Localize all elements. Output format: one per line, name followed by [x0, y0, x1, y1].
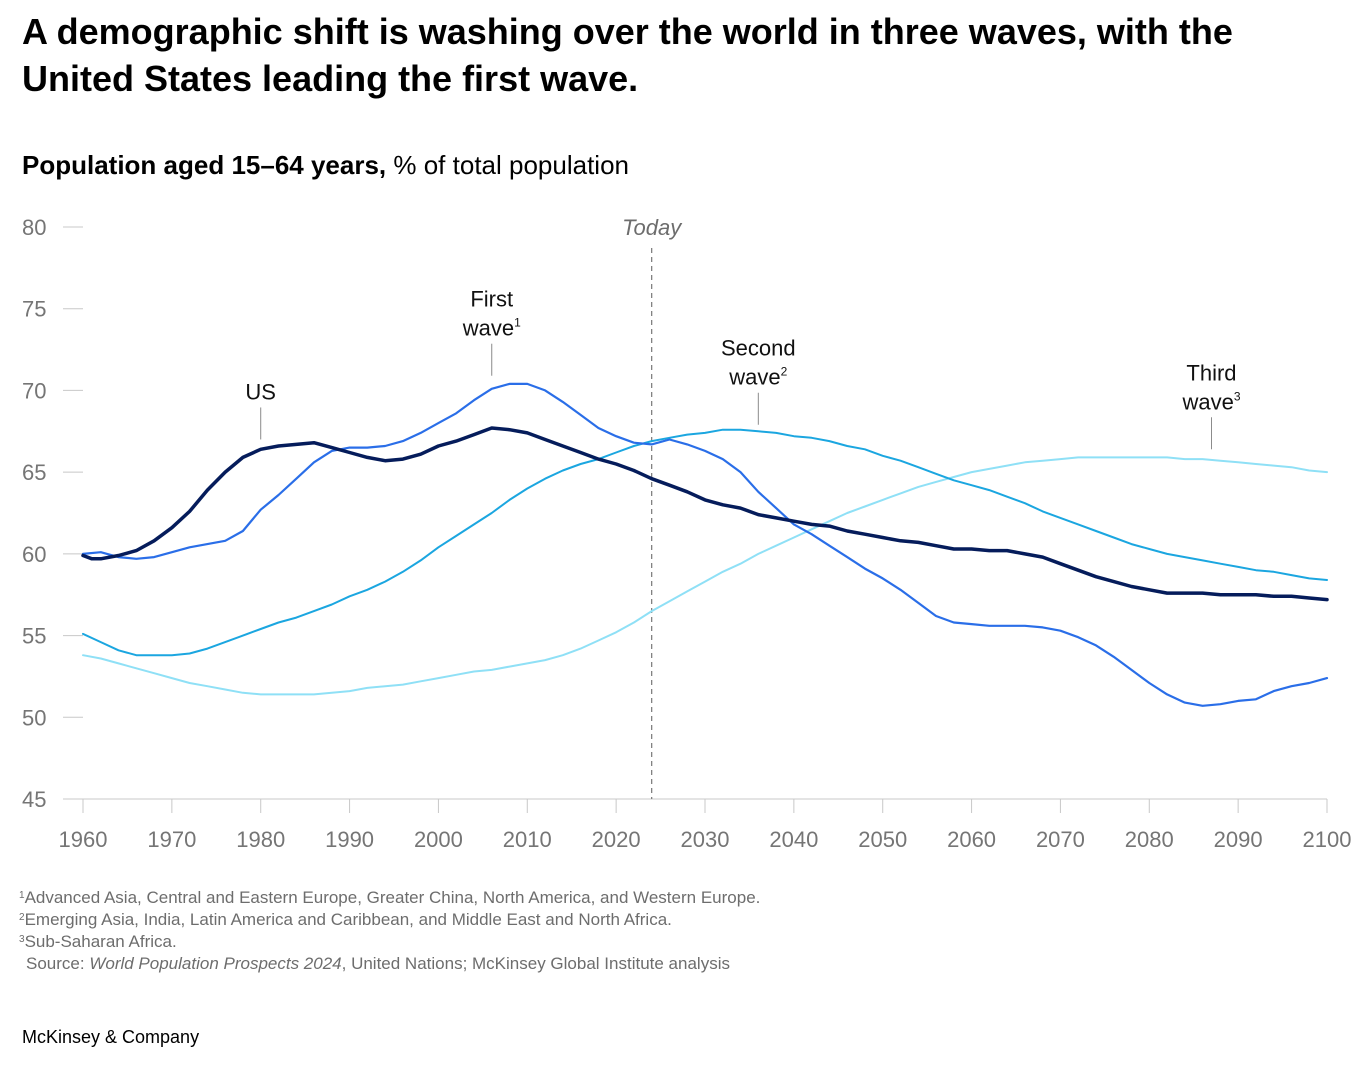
line-chart: 45 50 55 60 65 70 75 80 1960 1970 1980 1990 2000 2010…: [22, 215, 1351, 852]
x-tick-label: 2080: [1125, 827, 1174, 852]
annotation-label-second-wave: wave2: [728, 365, 787, 390]
source-note: Source: World Population Prospects 2024,…: [26, 954, 730, 973]
chart-series: [81, 382, 1329, 707]
y-tick-label: 75: [22, 297, 46, 322]
y-tick-label: 60: [22, 542, 46, 567]
x-tick-label: 2100: [1303, 827, 1352, 852]
chart-annotations: US First wave1 Second wave2 Third wave3: [245, 287, 1241, 450]
x-tick-label: 2010: [503, 827, 552, 852]
y-tick-label: 55: [22, 624, 46, 649]
x-tick-label: 2060: [947, 827, 996, 852]
x-tick-label: 1990: [325, 827, 374, 852]
series-line-second-wave: [82, 428, 1328, 657]
y-tick-label: 80: [22, 215, 46, 240]
annotation-label-third-wave: wave3: [1181, 389, 1240, 414]
annotation-label-us: US: [245, 379, 276, 404]
series-line-us: [81, 426, 1329, 602]
annotation-label-first-wave: First: [470, 287, 513, 312]
x-tick-label: 2050: [858, 827, 907, 852]
footnote-3: 3Sub-Saharan Africa.: [19, 932, 177, 951]
series-line-third-wave: [82, 456, 1328, 696]
x-tick-label: 2030: [681, 827, 730, 852]
subtitle-bold: Population aged 15–64 years,: [22, 150, 387, 180]
footnotes: 1Advanced Asia, Central and Eastern Euro…: [19, 887, 760, 975]
footnote-1: 1Advanced Asia, Central and Eastern Euro…: [19, 888, 761, 907]
x-tick-label: 2020: [592, 827, 641, 852]
brand-logo-text: McKinsey & Company: [22, 1027, 200, 1047]
y-tick-label: 45: [22, 787, 46, 812]
x-tick-label: 2000: [414, 827, 463, 852]
x-tick-label: 1970: [147, 827, 196, 852]
annotation-label-second-wave: Second: [721, 336, 796, 361]
series-line-first-wave: [81, 382, 1329, 707]
x-tick-label: 1980: [236, 827, 285, 852]
chart-axes: 45 50 55 60 65 70 75 80 1960 1970 1980 1990 2000 2010…: [22, 215, 1351, 852]
chart-subtitle: Population aged 15–64 years, % of total …: [22, 147, 629, 183]
x-tick-label: 2070: [1036, 827, 1085, 852]
today-marker: Today: [622, 215, 683, 799]
x-tick-label: 2040: [769, 827, 818, 852]
annotation-label-third-wave: Third: [1186, 360, 1236, 385]
annotation-label-first-wave: wave1: [462, 316, 521, 341]
chart-headline: A demographic shift is washing over the …: [22, 11, 1233, 99]
x-tick-label: 1960: [59, 827, 108, 852]
footnote-2: 2Emerging Asia, India, Latin America and…: [19, 910, 672, 929]
y-tick-label: 70: [22, 378, 46, 403]
today-label: Today: [622, 215, 683, 240]
y-tick-label: 50: [22, 705, 46, 730]
subtitle-unit: % of total population: [386, 150, 629, 180]
x-tick-label: 2090: [1214, 827, 1263, 852]
y-tick-label: 65: [22, 460, 46, 485]
